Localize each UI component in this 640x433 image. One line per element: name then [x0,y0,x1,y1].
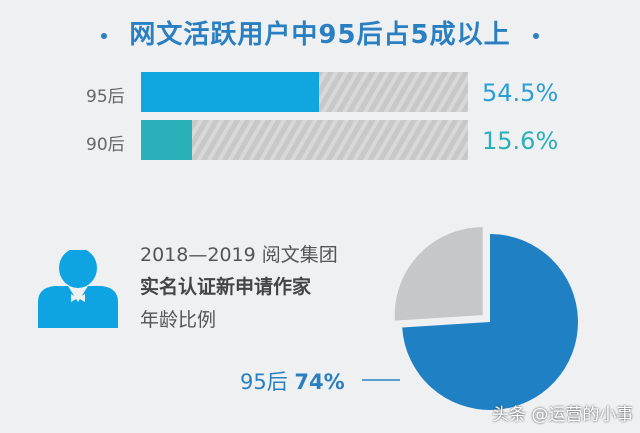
page-title: 网文活跃用户中95后占5成以上 [0,14,640,51]
bar-label-95: 95后 [86,87,125,107]
pie-slice-0 [402,234,578,410]
bar-track-95 [141,72,468,112]
pie-subtitle-1: 2018—2019 阅文集团 [140,244,338,266]
title-dot-right [532,32,539,39]
bar-fill-95 [141,72,320,112]
pie-subtitle-3: 年龄比例 [140,309,217,331]
pie-slice-1 [394,227,483,321]
bar-value-95: 54.5% [482,79,559,107]
person-bowtie-icon [38,250,118,328]
title-text: 网文活跃用户中95后占5成以上 [129,20,511,50]
bar-fill-90 [141,120,192,160]
pie-label-name: 95后 [240,370,288,394]
pie-label-95: 95后 74% [240,366,345,396]
bar-label-90: 90后 [86,135,125,155]
bar-value-90: 15.6% [482,127,559,155]
title-dot-left [101,32,108,39]
pie-subtitle-2: 实名认证新申请作家 [140,276,312,298]
bar-track-90 [141,120,468,160]
pie-label-value: 74% [294,370,345,394]
watermark: 头条 @运营的小事 [492,405,634,425]
